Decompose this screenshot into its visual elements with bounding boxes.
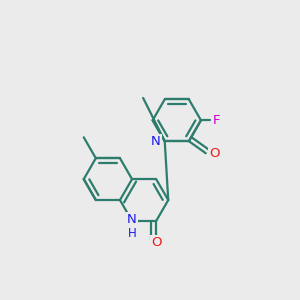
- Text: O: O: [209, 147, 220, 160]
- Text: N: N: [127, 213, 137, 226]
- Text: F: F: [213, 114, 220, 127]
- Text: O: O: [151, 236, 161, 250]
- Text: N: N: [151, 135, 161, 148]
- Text: H: H: [128, 227, 136, 240]
